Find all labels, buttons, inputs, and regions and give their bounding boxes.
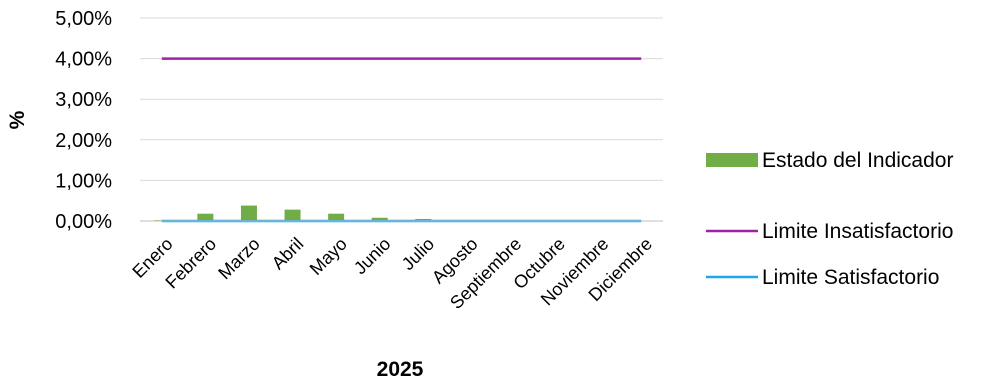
- y-tick-label: 4,00%: [55, 49, 112, 71]
- x-tick-label: Junio: [350, 234, 395, 279]
- legend: Estado del Indicador Limite Insatisfactor…: [706, 149, 953, 289]
- legend-label: Limite Satisfactorio: [762, 266, 939, 289]
- x-tick-label: Marzo: [214, 234, 264, 284]
- bar-mayo: [328, 213, 345, 221]
- legend-label: Limite Insatisfactorio: [762, 220, 953, 243]
- y-tick-label: 3,00%: [55, 89, 112, 111]
- bar-junio: [371, 217, 388, 221]
- bar-abril: [284, 209, 301, 221]
- y-tick-label: 0,00%: [55, 211, 112, 233]
- x-tick-label: Abril: [268, 234, 308, 274]
- legend-label: Estado del Indicador: [762, 149, 953, 172]
- bar-febrero: [197, 213, 214, 221]
- x-tick-label: Mayo: [306, 234, 351, 279]
- y-tick-label: 1,00%: [55, 170, 112, 192]
- y-axis-ticks: 0,00% 1,00% 2,00% 3,00% 4,00% 5,00%: [55, 8, 112, 233]
- y-axis-title: %: [6, 110, 29, 129]
- y-tick-label: 2,00%: [55, 130, 112, 152]
- y-tick-label: 5,00%: [55, 8, 112, 30]
- legend-swatch: [706, 153, 758, 167]
- bar-series: [153, 205, 432, 221]
- gridlines: [140, 17, 663, 181]
- bar-marzo: [240, 205, 257, 221]
- x-axis-title: 2025: [377, 358, 424, 381]
